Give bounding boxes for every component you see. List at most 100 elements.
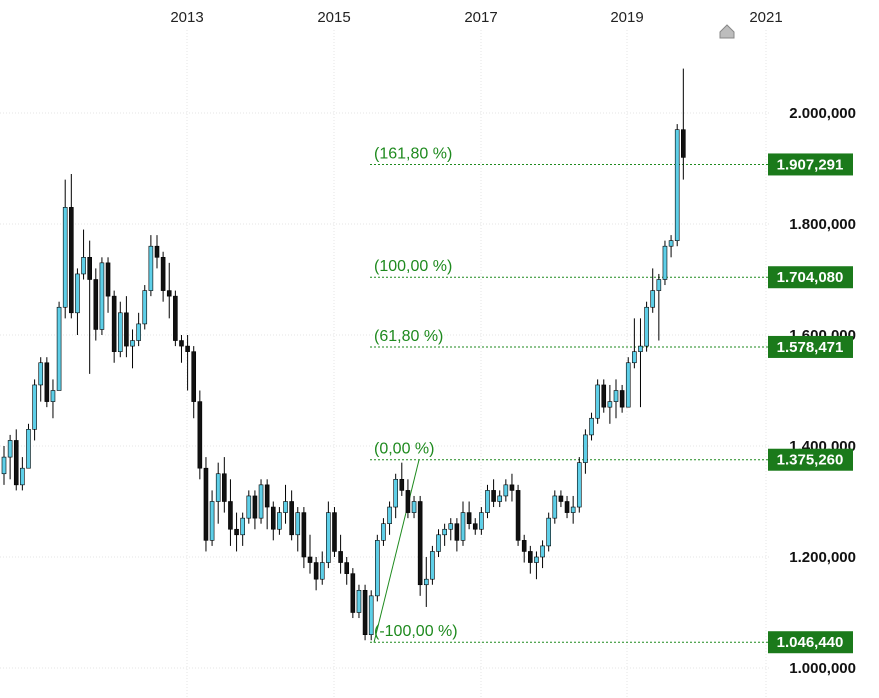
candle (405, 479, 411, 519)
fib-level-label: (161,80 %) (374, 145, 452, 162)
candle (44, 357, 50, 408)
candle (338, 534, 343, 574)
candle (595, 379, 600, 424)
y-tick-label: 1.800,000 (789, 216, 856, 233)
fibonacci-levels: (161,80 %) 1.907,291 (100,00 %) 1.704,080 (6… (370, 145, 853, 654)
candle (270, 501, 276, 541)
candle (515, 484, 521, 546)
candle (650, 268, 656, 313)
candle (540, 540, 545, 569)
x-tick-label: 2019 (610, 9, 643, 26)
candle (56, 301, 62, 391)
candle (546, 512, 551, 552)
candle (368, 590, 374, 641)
candle (62, 179, 68, 319)
candle (613, 379, 619, 419)
candle (381, 518, 386, 546)
candle (583, 429, 588, 474)
candle (417, 495, 423, 596)
candle (246, 490, 252, 524)
candle (258, 479, 264, 524)
trend-line (373, 459, 420, 643)
candle (448, 518, 454, 541)
candle (503, 479, 509, 502)
candle (301, 507, 307, 569)
candle (215, 462, 221, 524)
candle (99, 257, 105, 335)
candle (411, 495, 417, 519)
candle (479, 507, 484, 535)
candle (485, 484, 490, 519)
candle (344, 557, 350, 585)
candle (111, 290, 117, 363)
candle (625, 357, 631, 408)
fib-price-badge: 1.907,291 (768, 153, 853, 176)
candlesticks (1, 68, 686, 641)
candle (466, 501, 472, 530)
candle (93, 268, 99, 341)
candle (130, 329, 135, 369)
candle (142, 285, 148, 330)
candle (191, 346, 197, 419)
candle (124, 296, 129, 358)
candle (436, 529, 441, 557)
candle (160, 251, 166, 302)
candle (552, 490, 558, 524)
candle (179, 335, 184, 363)
fib-level-label: (-100,00 %) (374, 623, 458, 640)
fib-price-badge-text: 1.907,291 (777, 156, 844, 173)
candle (393, 473, 398, 519)
candle (13, 429, 19, 491)
y-tick-label: 1.200,000 (789, 549, 856, 566)
x-tick-label: 2013 (170, 9, 203, 26)
candle (528, 545, 533, 574)
candle (644, 301, 649, 352)
candle (430, 545, 435, 585)
y-tick-label: 2.000,000 (789, 105, 856, 122)
fib-price-badge-text: 1.046,440 (777, 634, 844, 651)
candle (681, 68, 686, 180)
candle (662, 240, 668, 286)
candle (20, 457, 25, 491)
fib-price-badge-text: 1.704,080 (777, 269, 844, 286)
candle (313, 557, 319, 591)
fib-price-badge: 1.375,260 (768, 448, 853, 471)
candle (460, 501, 466, 546)
candle (656, 273, 662, 341)
candle (228, 479, 233, 546)
candle (7, 434, 13, 480)
candle (387, 501, 392, 535)
candle (75, 268, 80, 335)
candle (534, 551, 539, 580)
candle (576, 457, 582, 513)
scroll-marker-icon[interactable] (719, 24, 735, 39)
candle (601, 379, 607, 413)
candle (362, 584, 368, 641)
candle (521, 534, 527, 563)
candle (326, 501, 331, 569)
candle (399, 462, 405, 496)
candle (375, 534, 380, 602)
candle (607, 384, 613, 424)
candle (491, 479, 496, 508)
fib-level-label: (61,80 %) (374, 328, 443, 345)
candle (148, 235, 154, 297)
candle (668, 235, 674, 258)
candle (50, 379, 56, 419)
candle (564, 495, 570, 519)
fib-price-badge-text: 1.375,260 (777, 452, 844, 469)
candle (38, 357, 44, 402)
candle (497, 490, 503, 508)
candle (570, 495, 576, 524)
candle (350, 568, 356, 619)
candle (558, 490, 564, 508)
candle (105, 257, 111, 313)
candle (69, 174, 74, 319)
candle (185, 335, 190, 391)
candle (332, 507, 337, 557)
candle (472, 518, 478, 535)
candle (289, 490, 294, 541)
candle (222, 457, 227, 513)
y-tick-label: 1.000,000 (789, 660, 856, 677)
candle (619, 384, 625, 413)
